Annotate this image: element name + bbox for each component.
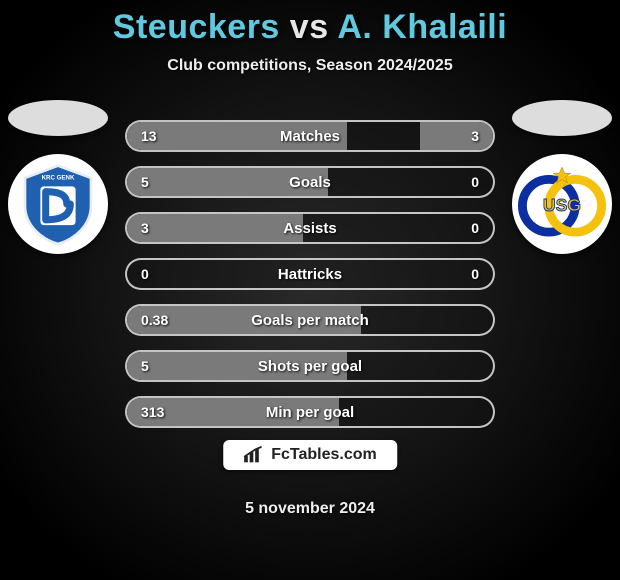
- stat-bar: 0.38Goals per match: [125, 304, 495, 336]
- stat-label: Assists: [127, 220, 493, 237]
- stat-value-right: 0: [471, 220, 479, 236]
- stat-label: Hattricks: [127, 266, 493, 283]
- stat-bar: 5Shots per goal: [125, 350, 495, 382]
- brand-badge[interactable]: FcTables.com: [223, 440, 397, 470]
- stat-bar: 13Matches3: [125, 120, 495, 152]
- date-text: 5 november 2024: [0, 500, 620, 518]
- vs-text: vs: [290, 8, 329, 46]
- player1-name: Steuckers: [113, 8, 280, 46]
- stat-label: Shots per goal: [127, 358, 493, 375]
- stat-bar: 5Goals0: [125, 166, 495, 198]
- stat-label: Goals per match: [127, 312, 493, 329]
- stats-list: 13Matches35Goals03Assists00Hattricks00.3…: [125, 120, 495, 428]
- crest-right: USG: [512, 154, 612, 254]
- stat-label: Min per goal: [127, 404, 493, 421]
- stat-bar: 313Min per goal: [125, 396, 495, 428]
- comparison-title: Steuckers vs A. Khalaili: [0, 0, 620, 47]
- stat-bar: 0Hattricks0: [125, 258, 495, 290]
- flag-left: [8, 100, 108, 136]
- player2-name: A. Khalaili: [337, 8, 507, 46]
- svg-text:KRC GENK: KRC GENK: [42, 174, 75, 181]
- subtitle: Club competitions, Season 2024/2025: [0, 57, 620, 75]
- flag-right: [512, 100, 612, 136]
- svg-text:USG: USG: [543, 195, 581, 215]
- stat-value-right: 3: [471, 128, 479, 144]
- chart-icon: [243, 446, 265, 464]
- crest-left: KRC GENK: [8, 154, 108, 254]
- stat-label: Matches: [127, 128, 493, 145]
- stat-value-right: 0: [471, 266, 479, 282]
- stat-label: Goals: [127, 174, 493, 191]
- brand-text: FcTables.com: [271, 446, 377, 464]
- stat-value-right: 0: [471, 174, 479, 190]
- stat-bar: 3Assists0: [125, 212, 495, 244]
- team-left: KRC GENK: [8, 100, 108, 254]
- team-right: USG: [512, 100, 612, 254]
